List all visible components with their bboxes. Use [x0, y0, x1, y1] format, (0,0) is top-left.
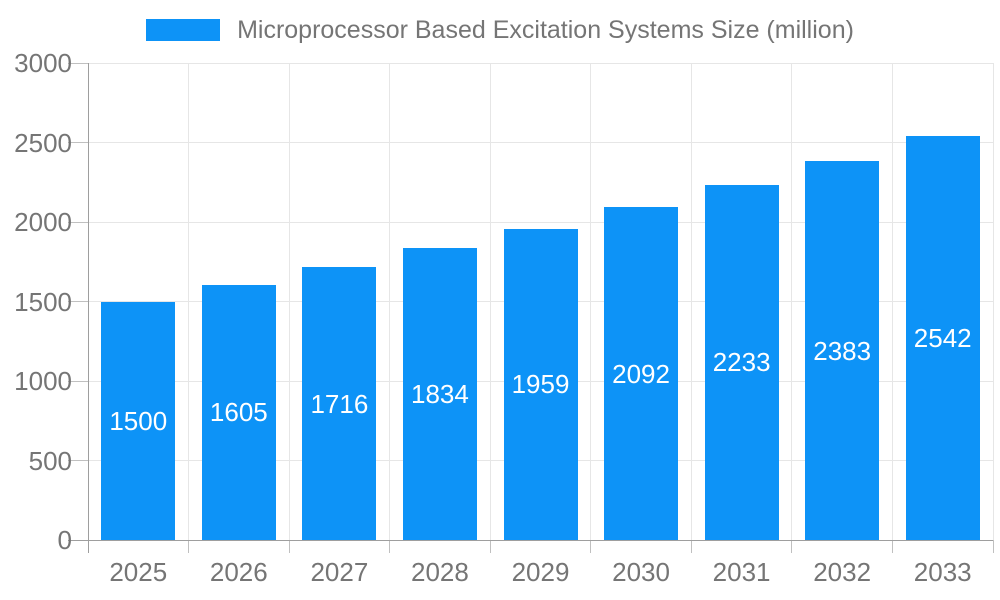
y-axis-tick: [68, 301, 88, 302]
v-gridline: [590, 63, 592, 540]
x-axis-tick: [188, 540, 190, 553]
x-axis-label-2029: 2029: [511, 557, 570, 587]
bar-2027[interactable]: [302, 267, 377, 540]
x-axis-tick: [992, 540, 994, 553]
x-axis-label-2028: 2028: [411, 557, 469, 587]
bar-value-label: 2092: [612, 358, 670, 389]
x-axis-tick: [389, 540, 391, 553]
y-axis-tick: [68, 380, 88, 382]
v-gridline: [288, 63, 290, 540]
h-gridline: [88, 142, 993, 143]
v-gridline: [791, 63, 793, 540]
v-gridline: [992, 63, 994, 540]
legend-label: Microprocessor Based Excitation Systems …: [237, 15, 854, 44]
x-axis-tick: [590, 540, 592, 553]
x-axis-label-2025: 2025: [109, 557, 168, 587]
bar-2026[interactable]: [201, 284, 276, 540]
bar-2030[interactable]: [604, 207, 679, 540]
bar-value-label: 1716: [310, 388, 369, 419]
bar-2031[interactable]: [704, 184, 779, 540]
y-axis-label: 1500: [14, 286, 72, 317]
bar-value-label: 1959: [511, 369, 570, 400]
x-axis-line: [88, 539, 993, 541]
bar-2025[interactable]: [101, 301, 176, 540]
x-axis-label-2026: 2026: [209, 557, 268, 587]
x-axis-label-2033: 2033: [913, 557, 972, 587]
y-axis-label: 2500: [14, 127, 72, 158]
bar-value-label: 1500: [109, 405, 168, 436]
y-axis-label: 2000: [14, 207, 72, 237]
v-gridline: [690, 63, 692, 540]
bar-2032[interactable]: [805, 161, 880, 540]
v-gridline: [389, 63, 391, 540]
y-axis-tick: [68, 460, 88, 461]
y-axis-tick: [68, 539, 88, 541]
y-axis-label: 0: [57, 525, 72, 555]
bar-value-label: 2233: [712, 347, 771, 378]
x-axis-label-2031: 2031: [712, 557, 771, 587]
y-axis-tick: [68, 62, 88, 64]
v-gridline: [489, 63, 491, 540]
y-axis-label: 500: [28, 445, 72, 476]
y-axis-tick: [68, 142, 88, 143]
x-axis-label-2030: 2030: [612, 557, 670, 587]
y-axis-tick: [68, 221, 88, 223]
x-axis-tick: [791, 540, 793, 553]
bar-value-label: 2542: [913, 322, 972, 353]
bar-value-label: 2383: [813, 335, 872, 366]
x-axis-tick: [891, 540, 893, 553]
bar-2028[interactable]: [402, 248, 477, 540]
h-gridline: [88, 221, 993, 223]
legend-swatch: [146, 19, 221, 41]
bar-2033[interactable]: [905, 135, 980, 540]
bar-2029[interactable]: [503, 228, 578, 540]
h-gridline: [88, 62, 993, 64]
x-axis-tick: [690, 540, 692, 553]
v-gridline: [188, 63, 190, 540]
x-axis-tick: [288, 540, 290, 553]
v-gridline: [891, 63, 893, 540]
bar-value-label: 1834: [411, 379, 469, 410]
y-axis-label: 3000: [14, 48, 72, 78]
legend-item[interactable]: Microprocessor Based Excitation Systems …: [0, 16, 1000, 44]
y-axis-label: 1000: [14, 366, 72, 396]
y-axis-line: [87, 63, 89, 553]
x-axis-tick: [489, 540, 491, 553]
x-axis-label-2027: 2027: [310, 557, 369, 587]
bar-value-label: 1605: [209, 397, 268, 428]
x-axis-label-2032: 2032: [813, 557, 872, 587]
